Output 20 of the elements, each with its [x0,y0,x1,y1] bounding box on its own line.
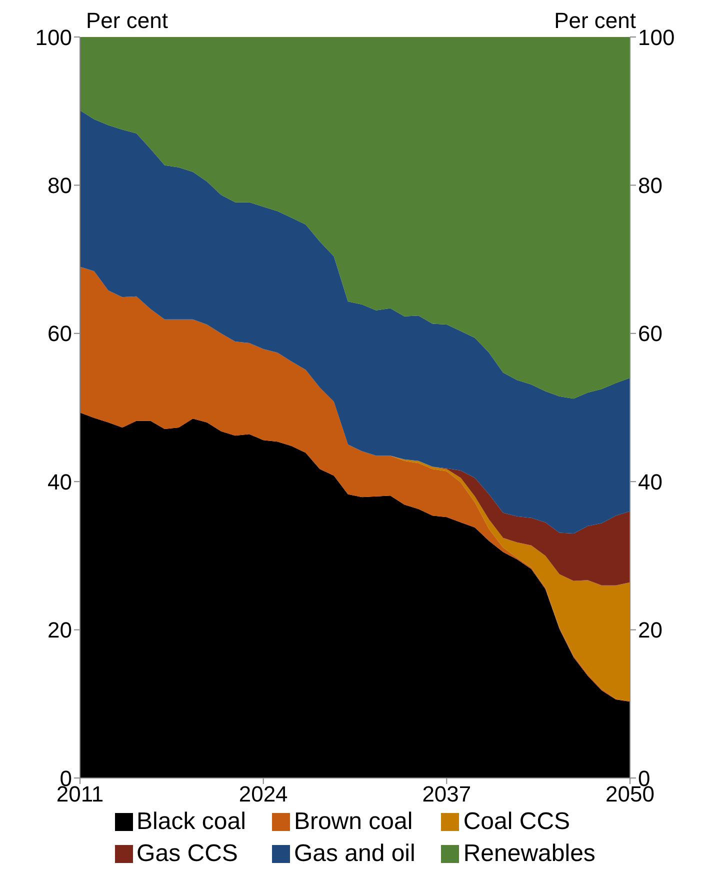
y-tick-label: 80 [48,173,72,198]
x-tick-label: 2024 [238,782,288,807]
legend-label: Gas CCS [136,840,238,868]
legend-label: Coal CCS [463,808,570,836]
legend-label: Renewables [463,840,596,868]
x-tick-label: 2037 [422,782,472,807]
y2-tick-label: 40 [638,469,662,494]
y2-tick-label: 100 [638,24,675,50]
y2-tick-label: 20 [638,618,662,643]
y-axis-title: Per cent [86,8,168,34]
y2-tick-label: 80 [638,173,662,198]
y-tick-label: 60 [48,321,72,346]
legend-label: Brown coal [294,808,413,836]
legend-label: Gas and oil [294,840,416,868]
y-tick-label: 20 [48,618,72,643]
y-tick-label: 40 [48,469,72,494]
y2-axis-title: Per cent [554,8,636,34]
y-tick-label: 100 [35,24,72,50]
y2-tick-label: 60 [638,321,662,346]
legend-label: Black coal [136,808,246,836]
